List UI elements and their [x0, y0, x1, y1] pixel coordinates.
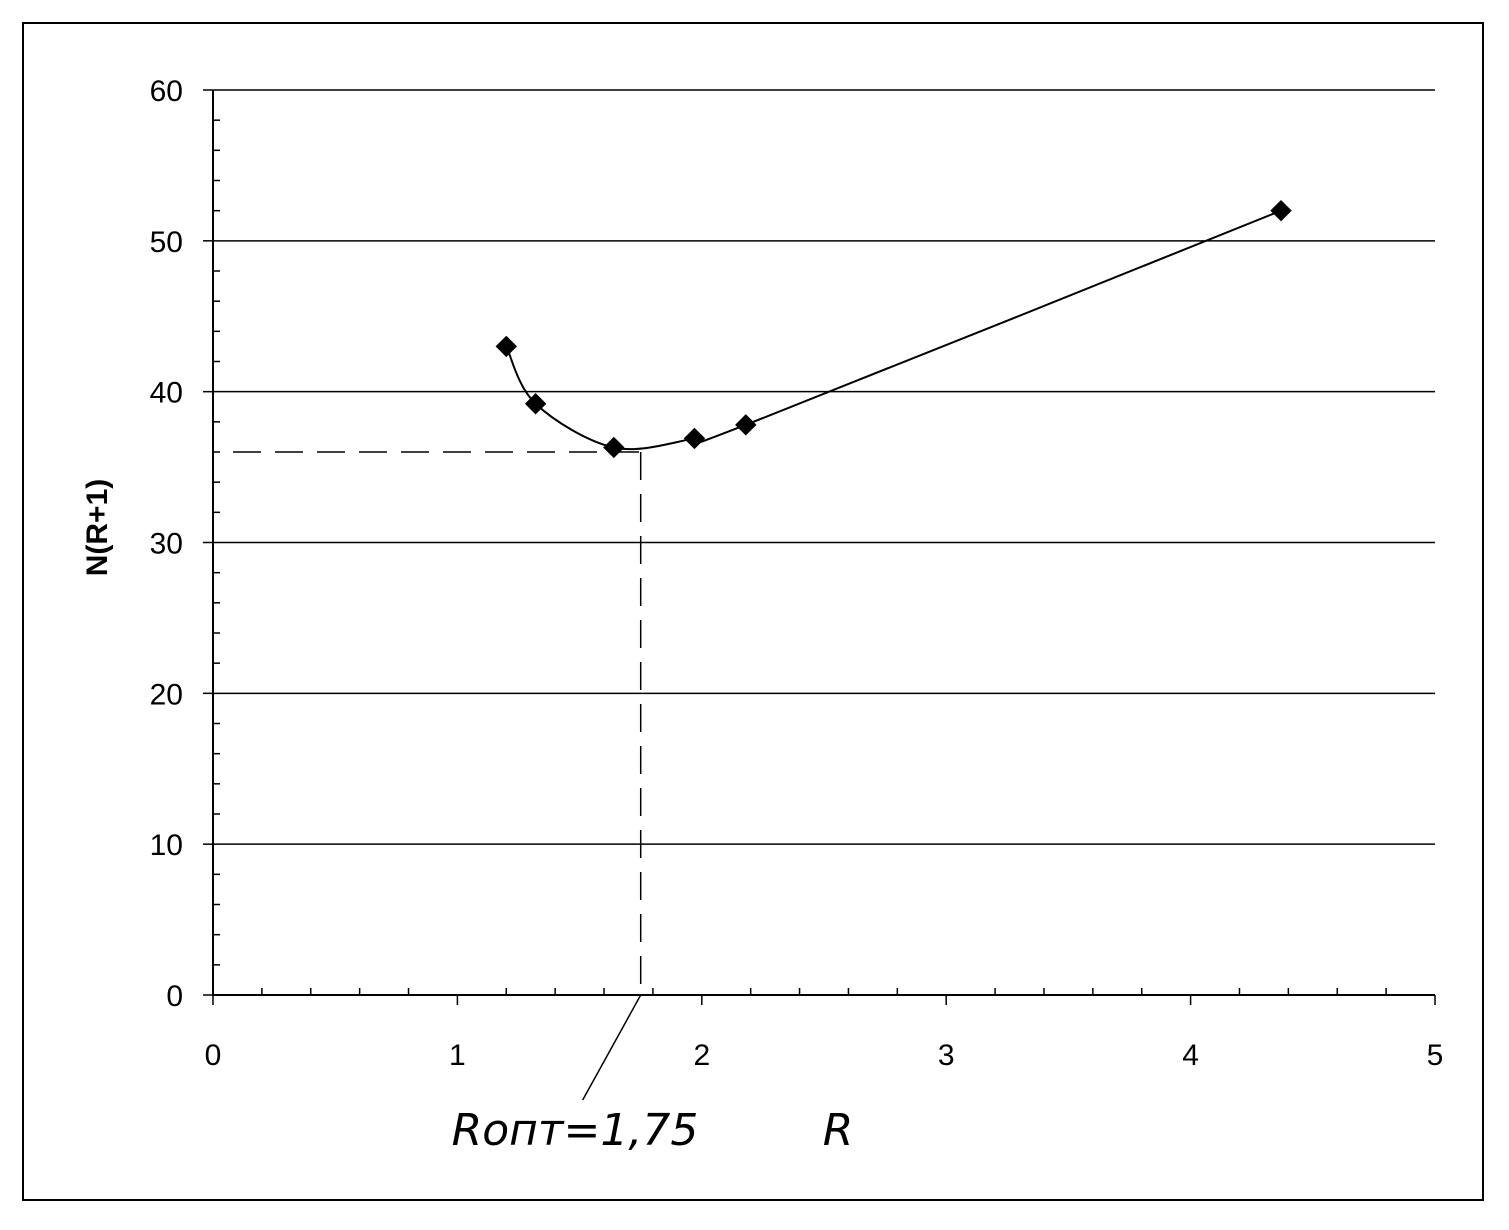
optimum-leader-line [582, 994, 642, 1101]
data-point-2 [603, 436, 625, 459]
x-tick-label-5: 5 [1427, 1039, 1444, 1072]
x-tick-label-4: 4 [1182, 1039, 1199, 1072]
x-tick-label-2: 2 [693, 1039, 710, 1072]
data-point-1 [524, 393, 547, 415]
chart-frame [22, 22, 1484, 1201]
y-tick-label-40: 40 [150, 377, 183, 410]
y-tick-label-10: 10 [150, 829, 183, 862]
data-point-3 [683, 427, 706, 450]
data-point-0 [495, 335, 517, 358]
x-axis-label: R [823, 1105, 854, 1156]
y-axis-label: N(R+1) [81, 479, 114, 577]
y-tick-label-60: 60 [150, 75, 183, 108]
series-layer [495, 199, 1292, 459]
label-layer: N(R+1) R [81, 479, 853, 1156]
x-tick-label-1: 1 [449, 1039, 466, 1072]
y-tick-label-30: 30 [150, 528, 183, 561]
y-tick-label-0: 0 [166, 980, 183, 1013]
annotation-layer: Rопт=1,75 [233, 451, 699, 1156]
y-tick-label-50: 50 [150, 226, 183, 259]
x-tick-label-0: 0 [205, 1039, 222, 1072]
y-tick-label-20: 20 [150, 678, 183, 711]
grid-layer [213, 89, 1435, 845]
axis-layer: 0 10 20 30 40 50 60 0 1 2 3 4 5 [150, 75, 1444, 1072]
optimum-label: Rопт=1,75 [452, 1105, 699, 1156]
data-point-5 [1270, 199, 1292, 222]
x-tick-label-3: 3 [938, 1039, 955, 1072]
data-point-4 [735, 414, 757, 436]
